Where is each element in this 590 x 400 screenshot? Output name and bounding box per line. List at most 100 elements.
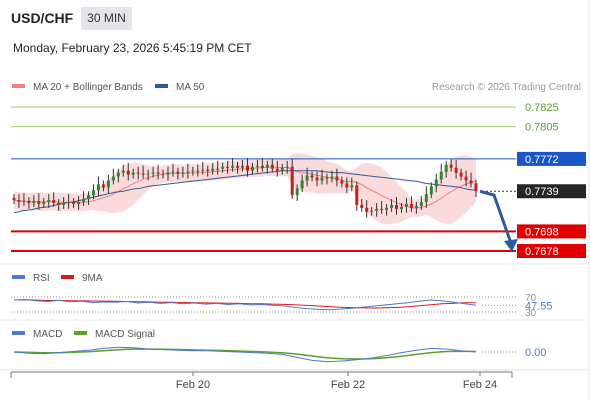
- timeframe-button[interactable]: 30 MIN: [81, 7, 132, 30]
- candle-body: [161, 173, 165, 175]
- candle-body: [27, 201, 31, 203]
- candle-body: [241, 165, 245, 168]
- datetime-label: Monday, February 23, 2026 5:45:19 PM CET: [13, 41, 252, 55]
- candle-body: [146, 173, 150, 175]
- rsi-level-label: 70: [525, 293, 537, 304]
- candle-body: [325, 177, 329, 179]
- candle-body: [345, 183, 349, 188]
- rsi-level-label: 30: [525, 308, 537, 319]
- candle-body: [171, 171, 175, 173]
- candle-body: [17, 200, 21, 203]
- macd-line: [13, 346, 477, 363]
- rsi-9ma-line: [13, 299, 477, 309]
- candle-body: [151, 172, 155, 174]
- candle-body: [22, 201, 26, 203]
- candle-body: [126, 170, 130, 175]
- candle-body: [365, 207, 369, 212]
- candle-body: [320, 177, 324, 181]
- candle-body: [57, 203, 61, 205]
- candle-body: [82, 199, 86, 203]
- candle-body: [131, 172, 135, 175]
- candle-body: [206, 169, 210, 171]
- candle-body: [121, 170, 125, 173]
- candle-body: [221, 166, 225, 169]
- candle-body: [340, 180, 344, 184]
- candle-body: [101, 184, 105, 188]
- x-axis-tick-label: Feb 24: [463, 379, 497, 391]
- candle-body: [469, 180, 473, 184]
- candle-body: [191, 170, 195, 172]
- last-price-label: 0.7739: [525, 186, 559, 198]
- candle-body: [216, 168, 220, 170]
- candle-body: [414, 205, 418, 208]
- candle-body: [474, 183, 478, 192]
- level-label: 0.7825: [525, 102, 559, 114]
- candle-body: [77, 202, 81, 204]
- candle-body: [355, 185, 359, 205]
- ma50-line: [13, 170, 477, 214]
- candle-body: [315, 177, 319, 181]
- candle-body: [360, 204, 364, 208]
- legend-swatch: [12, 84, 25, 88]
- candle-body: [106, 180, 110, 188]
- candle-body: [454, 167, 458, 173]
- candle-body: [439, 171, 443, 180]
- candle-body: [310, 175, 314, 178]
- candle-body: [141, 173, 145, 175]
- candle-body: [459, 172, 463, 177]
- ma20-line: [13, 166, 477, 209]
- candle-body: [375, 208, 379, 211]
- candle-body: [419, 202, 423, 206]
- symbol-title: USD/CHF: [11, 10, 74, 26]
- candle-body: [380, 208, 384, 210]
- bollinger-bands: [14, 153, 476, 225]
- candle-body: [196, 170, 200, 172]
- candle-body: [111, 176, 115, 181]
- level-label: 0.7805: [525, 122, 559, 134]
- candle-body: [96, 184, 100, 191]
- candle-body: [91, 190, 95, 196]
- candle-body: [37, 201, 41, 204]
- projection-arrow: [479, 189, 513, 244]
- candle-body: [350, 185, 354, 188]
- candle-body: [260, 165, 264, 168]
- candle-body: [330, 176, 334, 179]
- legend-label: MA 20 + Bollinger Bands: [33, 82, 143, 93]
- legend-swatch: [12, 275, 25, 279]
- last-price-box: [517, 184, 586, 199]
- candle-body: [245, 165, 249, 171]
- candle-body: [32, 201, 36, 203]
- legend-swatch: [74, 331, 87, 335]
- candle-body: [176, 171, 180, 174]
- candle-body: [399, 206, 403, 209]
- legend-label: RSI: [33, 273, 50, 284]
- candle-body: [270, 164, 274, 169]
- candle-body: [12, 198, 16, 201]
- candle-body: [390, 204, 394, 208]
- candle-body: [52, 200, 56, 203]
- candle-body: [211, 168, 215, 171]
- candle-body: [290, 166, 294, 196]
- legend-label: MA 50: [176, 82, 205, 93]
- level-label: 0.7678: [525, 246, 559, 258]
- legend-label: MACD Signal: [95, 329, 155, 340]
- candle-body: [156, 172, 160, 174]
- candle-body: [285, 166, 289, 168]
- legend-label: 9MA: [82, 273, 103, 284]
- level-label-box: [517, 244, 586, 258]
- candle-body: [404, 203, 408, 207]
- candle-body: [444, 164, 448, 172]
- rsi-last-label: 47.55: [525, 300, 553, 312]
- candle-body: [295, 188, 299, 196]
- candle-body: [201, 169, 205, 171]
- legend-swatch: [12, 331, 25, 335]
- candle-body: [181, 172, 185, 174]
- candle-body: [226, 166, 230, 168]
- projection-arrowhead: [504, 239, 518, 252]
- level-label: 0.7698: [525, 226, 559, 238]
- candle-body: [136, 172, 140, 174]
- candle-body: [72, 202, 76, 204]
- candle-body: [250, 166, 254, 171]
- rsi-line: [13, 299, 477, 311]
- candle-body: [42, 202, 46, 204]
